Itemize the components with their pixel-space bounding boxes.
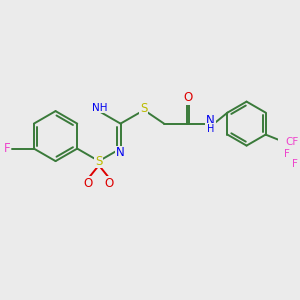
Text: NH: NH xyxy=(92,103,107,113)
Text: 3: 3 xyxy=(299,140,300,149)
Text: S: S xyxy=(140,102,147,115)
Text: CF: CF xyxy=(286,137,299,147)
Text: F: F xyxy=(284,149,290,159)
Text: S: S xyxy=(95,154,103,168)
Text: O: O xyxy=(183,91,193,104)
Text: N: N xyxy=(206,114,215,127)
Text: F: F xyxy=(299,149,300,159)
Text: O: O xyxy=(105,177,114,190)
Text: O: O xyxy=(84,177,93,190)
Text: N: N xyxy=(116,146,125,159)
Text: F: F xyxy=(4,142,11,155)
Text: F: F xyxy=(292,158,298,169)
Text: H: H xyxy=(207,124,214,134)
